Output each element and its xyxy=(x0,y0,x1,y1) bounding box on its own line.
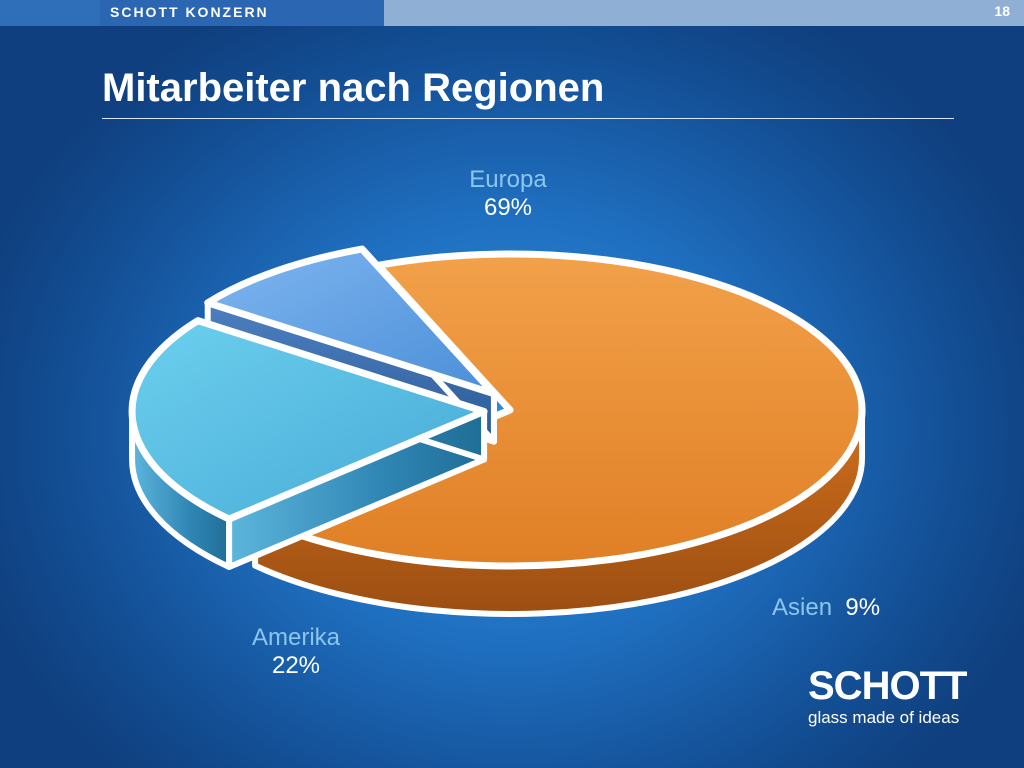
header-bar-left-edge xyxy=(0,0,100,26)
logo-wordmark: SCHOTT xyxy=(808,664,967,708)
slice-value-amerika: 22% xyxy=(271,652,321,679)
slice-label-europa: Europa 69% xyxy=(448,166,568,222)
slice-value-europa: 69% xyxy=(483,194,533,221)
logo-tagline: glass made of ideas xyxy=(808,708,960,727)
slice-asien xyxy=(204,245,498,398)
header-bar: SCHOTT KONZERN 18 xyxy=(0,0,1024,26)
page-number: 18 xyxy=(994,3,1010,19)
schott-logo: SCHOTT glass made of ideas xyxy=(808,666,978,728)
slice-name-amerika: Amerika xyxy=(251,624,341,651)
slide-title: Mitarbeiter nach Regionen xyxy=(102,66,605,110)
title-divider xyxy=(102,118,954,119)
slice-value-asien: 9% xyxy=(845,594,881,621)
slice-amerika xyxy=(128,317,488,523)
slice-name-asien: Asien xyxy=(772,594,833,621)
slice-name-europa: Europa xyxy=(469,166,547,193)
slice-label-amerika: Amerika 22% xyxy=(236,624,356,680)
slice-label-asien: Asien 9% xyxy=(772,594,880,622)
brand-label: SCHOTT KONZERN xyxy=(110,4,269,20)
